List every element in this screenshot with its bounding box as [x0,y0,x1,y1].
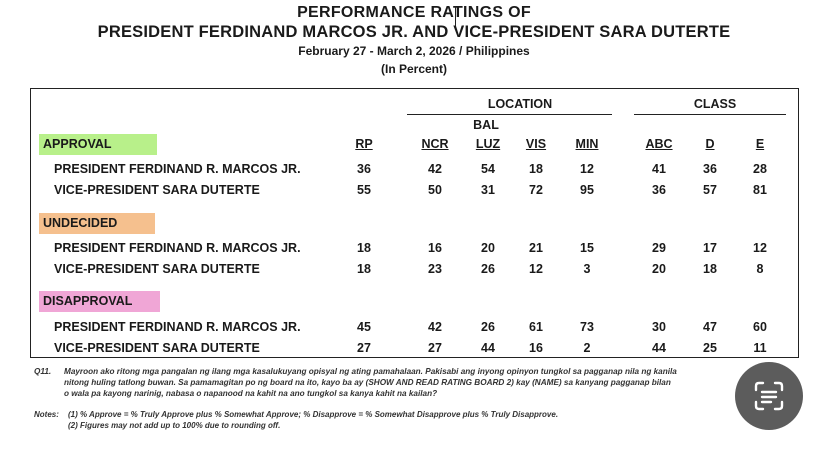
cell-abc: 44 [652,341,666,355]
note-line: (2) Figures may not add up to 100% due t… [68,421,281,430]
note-line: (1) % Approve = % Truly Approve plus % S… [68,410,559,419]
row-label: PRESIDENT FERDINAND R. MARCOS JR. [54,320,301,334]
cell-rp: 18 [357,241,371,255]
cell-vis: 21 [529,241,543,255]
cell-rp: 55 [357,183,371,197]
category-undecided: UNDECIDED [39,213,155,234]
title-line-1: PERFORMANCE RATINGS OF [297,4,531,21]
group-line-class [634,114,786,115]
question-line: o wala pa kayong narinig, nabasa o napan… [64,389,438,398]
cell-abc: 36 [652,183,666,197]
cell-e: 81 [753,183,767,197]
cell-abc: 41 [652,162,666,176]
notes-label: Notes: [34,410,59,419]
column-header-rp: RP [355,137,373,151]
cell-luz: 54 [481,162,495,176]
cell-min: 3 [583,262,591,276]
survey-dates: February 27 - March 2, 2026 / Philippine… [298,44,530,58]
cell-d: 36 [703,162,717,176]
row-label: VICE-PRESIDENT SARA DUTERTE [54,183,260,197]
text-scan-icon [754,381,784,411]
ratings-table-frame [30,88,799,358]
cell-e: 11 [753,341,767,355]
title-line-2: PRESIDENT FERDINAND MARCOS JR. AND VICE-… [97,23,731,41]
cell-ncr: 16 [428,241,442,255]
cell-min: 12 [580,162,594,176]
cell-min: 73 [580,320,594,334]
bal-header: BAL [473,118,499,132]
lens-button[interactable] [735,362,803,430]
row-label: PRESIDENT FERDINAND R. MARCOS JR. [54,241,301,255]
column-header-vis: VIS [525,137,547,151]
title-cursor [455,6,456,28]
row-label: VICE-PRESIDENT SARA DUTERTE [54,341,260,355]
cell-e: 28 [753,162,767,176]
cell-vis: 16 [529,341,543,355]
column-header-min: MIN [575,137,599,151]
category-approval: APPROVAL [39,134,157,155]
question-label: Q11. [34,367,52,376]
column-header-d: D [705,137,715,151]
cell-ncr: 27 [428,341,442,355]
cell-vis: 61 [529,320,543,334]
cell-vis: 18 [529,162,543,176]
column-header-e: E [755,137,765,151]
question-line: nitong huling tatlong buwan. Sa pamamagi… [64,378,671,387]
cell-abc: 20 [652,262,666,276]
unit-note: (In Percent) [380,62,447,76]
cell-ncr: 42 [428,320,442,334]
cell-luz: 26 [481,320,495,334]
cell-e: 12 [753,241,767,255]
cell-d: 25 [703,341,717,355]
cell-ncr: 42 [428,162,442,176]
cell-d: 57 [703,183,717,197]
question-line: Mayroon ako ritong mga pangalan ng ilang… [64,367,677,376]
cell-rp: 27 [357,341,371,355]
row-label: PRESIDENT FERDINAND R. MARCOS JR. [54,162,301,176]
group-header-class: CLASS [693,97,737,111]
cell-luz: 44 [481,341,495,355]
column-header-abc: ABC [645,137,673,151]
cell-e: 60 [753,320,767,334]
group-header-location: LOCATION [487,97,553,111]
group-line-location [407,114,612,115]
cell-vis: 72 [529,183,543,197]
cell-e: 8 [756,262,764,276]
cell-abc: 29 [652,241,666,255]
cell-min: 95 [580,183,594,197]
cell-rp: 18 [357,262,371,276]
column-header-ncr: NCR [421,137,449,151]
cell-min: 2 [583,341,591,355]
cell-vis: 12 [529,262,543,276]
cell-rp: 36 [357,162,371,176]
cell-d: 47 [703,320,717,334]
column-header-luz: LUZ [475,137,501,151]
category-disapproval: DISAPPROVAL [39,291,160,312]
cell-d: 18 [703,262,717,276]
cell-min: 15 [580,241,594,255]
cell-ncr: 23 [428,262,442,276]
cell-ncr: 50 [428,183,442,197]
cell-d: 17 [703,241,717,255]
cell-rp: 45 [357,320,371,334]
cell-luz: 20 [481,241,495,255]
cell-abc: 30 [652,320,666,334]
cell-luz: 31 [481,183,495,197]
row-label: VICE-PRESIDENT SARA DUTERTE [54,262,260,276]
cell-luz: 26 [481,262,495,276]
